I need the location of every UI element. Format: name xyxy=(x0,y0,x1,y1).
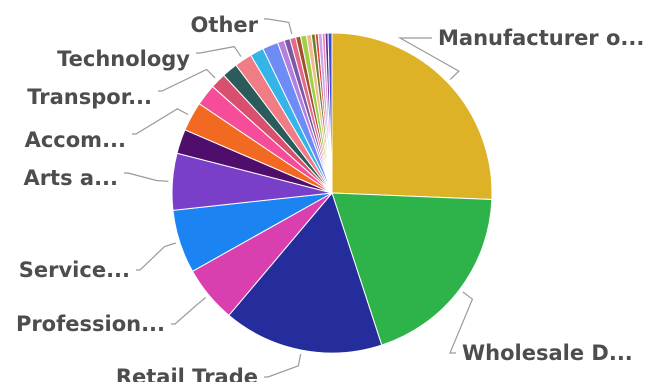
leader-line-profession xyxy=(171,297,206,325)
slice-label-retail-trade: Retail Trade xyxy=(116,365,258,382)
leader-line-transpor xyxy=(158,68,216,92)
leader-line-technology xyxy=(196,45,242,57)
slice-label-profession: Profession... xyxy=(16,312,165,336)
slice-label-service: Service... xyxy=(19,258,130,282)
leader-line-service xyxy=(136,242,176,271)
labels-layer: Manufacturer o... Wholesale D... Retail Tr… xyxy=(16,13,644,382)
slices-layer xyxy=(171,32,493,354)
leader-line-retail-trade xyxy=(264,353,302,378)
slice-label-other: Other xyxy=(191,13,259,37)
leader-line-accom xyxy=(132,108,189,135)
leader-line-manufacturer-o xyxy=(397,37,460,80)
slice-label-wholesale-d: Wholesale D... xyxy=(462,341,633,365)
slice-label-manufacturer-o: Manufacturer o... xyxy=(438,26,644,50)
leader-line-other xyxy=(264,18,293,35)
slice-label-transpor: Transpor... xyxy=(27,85,152,109)
slice-label-accom: Accom... xyxy=(25,128,126,152)
pie-slice-unlabeled-25[interactable] xyxy=(327,32,333,194)
leader-lines-layer xyxy=(124,18,474,378)
slice-label-technology: Technology xyxy=(57,47,190,71)
leader-line-arts-a xyxy=(124,172,169,182)
pie-slice-manufacturer-o[interactable] xyxy=(331,32,493,200)
leader-line-wholesale-d xyxy=(449,291,474,354)
pie-slice-retail-trade[interactable] xyxy=(228,191,383,354)
slice-label-arts-a: Arts a... xyxy=(23,166,118,190)
pie-slice-wholesale-d[interactable] xyxy=(331,192,493,346)
